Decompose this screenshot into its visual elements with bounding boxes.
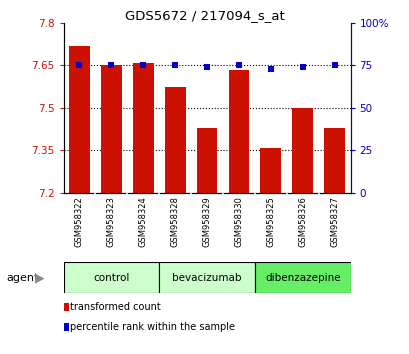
Text: ▶: ▶ bbox=[35, 271, 45, 284]
Text: control: control bbox=[93, 273, 129, 282]
Point bbox=[267, 66, 274, 72]
Point bbox=[108, 63, 115, 68]
Bar bbox=[228, 70, 249, 193]
Point bbox=[171, 63, 178, 68]
Bar bbox=[196, 128, 217, 193]
Point bbox=[330, 63, 337, 68]
Point bbox=[235, 63, 242, 68]
Bar bbox=[324, 128, 344, 193]
Text: GSM958326: GSM958326 bbox=[297, 196, 306, 247]
Text: GSM958328: GSM958328 bbox=[170, 196, 179, 247]
Bar bbox=[133, 63, 153, 193]
Text: GSM958324: GSM958324 bbox=[138, 196, 147, 247]
Text: GSM958329: GSM958329 bbox=[202, 196, 211, 247]
Text: GSM958325: GSM958325 bbox=[266, 196, 275, 247]
Text: agent: agent bbox=[6, 273, 38, 282]
Point bbox=[203, 64, 210, 70]
Point bbox=[76, 63, 83, 68]
Bar bbox=[254, 262, 350, 293]
Bar bbox=[292, 108, 312, 193]
Text: GSM958330: GSM958330 bbox=[234, 196, 243, 247]
Bar bbox=[69, 46, 90, 193]
Text: percentile rank within the sample: percentile rank within the sample bbox=[70, 322, 234, 332]
Point bbox=[139, 63, 146, 68]
Bar bbox=[101, 65, 121, 193]
Bar bbox=[159, 262, 254, 293]
Text: dibenzazepine: dibenzazepine bbox=[264, 273, 340, 282]
Bar bbox=[164, 87, 185, 193]
Text: bevacizumab: bevacizumab bbox=[172, 273, 241, 282]
Text: GSM958322: GSM958322 bbox=[75, 196, 84, 247]
Text: GSM958327: GSM958327 bbox=[329, 196, 338, 247]
Point bbox=[299, 64, 305, 70]
Text: GDS5672 / 217094_s_at: GDS5672 / 217094_s_at bbox=[125, 9, 284, 22]
Text: transformed count: transformed count bbox=[70, 302, 160, 312]
Bar bbox=[63, 262, 159, 293]
Bar bbox=[260, 148, 281, 193]
Text: GSM958323: GSM958323 bbox=[107, 196, 116, 247]
